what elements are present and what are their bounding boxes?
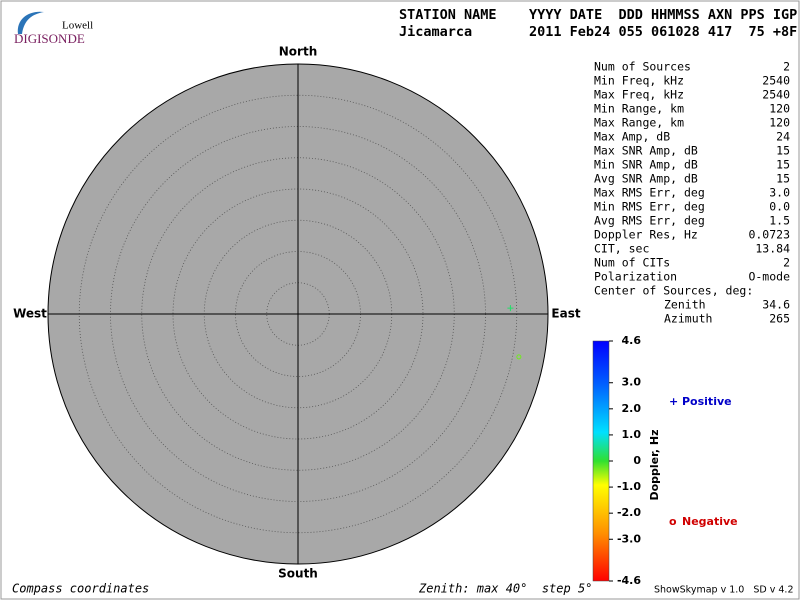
footer-left: Compass coordinates: [12, 582, 149, 596]
logo-bottom: DIGISONDE: [14, 31, 85, 46]
stat-value: 3.0: [769, 186, 790, 200]
stat-value: 120: [769, 116, 790, 130]
legend-label: Negative: [682, 515, 738, 528]
stat-value: 0.0: [769, 200, 790, 214]
direction-label: East: [551, 307, 580, 321]
direction-label: South: [278, 567, 318, 581]
colorbar-tick-label: 2.0: [622, 402, 642, 415]
colorbar-label: Doppler, Hz: [648, 429, 661, 500]
stat-value: 13.84: [755, 242, 790, 256]
stat-label: Min Freq, kHz: [594, 74, 684, 88]
stat-label: Max RMS Err, deg: [594, 186, 705, 200]
stat-value: 2: [783, 256, 790, 270]
stat-label: Max Range, km: [594, 116, 684, 130]
stat-value: 15: [776, 158, 790, 172]
stat-value: 0.0723: [748, 228, 790, 242]
source-point: [516, 354, 522, 360]
stat-label: Avg RMS Err, deg: [594, 214, 705, 228]
stat-value: 2540: [762, 74, 790, 88]
stat-label: Num of CITs: [594, 256, 670, 270]
logo-top: Lowell: [62, 20, 93, 32]
stat-value: 34.6: [762, 298, 790, 312]
stat-label: Num of Sources: [594, 60, 691, 74]
stat-value: O-mode: [748, 270, 790, 284]
footer-center: Zenith: max 40° step 5°: [418, 582, 592, 596]
stat-label: Center of Sources, deg:: [594, 284, 753, 298]
stat-label: Min SNR Amp, dB: [594, 158, 698, 172]
stat-label: Max Freq, kHz: [594, 88, 684, 102]
stat-label: Polarization: [594, 270, 677, 284]
footer-right: ShowSkymap v 1.0 SD v 4.2: [654, 585, 794, 596]
colorbar-tick-label: -2.0: [617, 506, 641, 519]
colorbar-tick-label: 0: [633, 454, 641, 467]
colorbar-tick-label: -4.6: [617, 574, 641, 587]
logo-swoosh: [17, 11, 44, 34]
stat-value: 120: [769, 102, 790, 116]
stat-label: Doppler Res, Hz: [594, 228, 698, 242]
stat-label: Min Range, km: [594, 102, 684, 116]
colorbar-tick-label: -1.0: [617, 480, 641, 493]
stat-value: 24: [776, 130, 790, 144]
source-point: [507, 305, 514, 312]
header-line: Jicamarca 2011 Feb24 055 061028 417 75 +…: [399, 24, 797, 40]
stat-value: 15: [776, 144, 790, 158]
legend-label: Positive: [682, 395, 732, 408]
colorbar-tick-label: -3.0: [617, 532, 641, 545]
direction-label: West: [13, 307, 47, 321]
stat-label: Azimuth: [664, 312, 712, 326]
header-line: STATION NAME YYYY DATE DDD HHMMSS AXN PP…: [399, 7, 797, 23]
stat-label: Max SNR Amp, dB: [594, 144, 698, 158]
colorbar-tick-label: 4.6: [622, 334, 642, 347]
colorbar-tick-label: 3.0: [622, 376, 642, 389]
stat-value: 265: [769, 312, 790, 326]
stat-label: Max Amp, dB: [594, 130, 670, 144]
stat-label: Zenith: [664, 298, 706, 312]
stat-value: 1.5: [769, 214, 790, 228]
stat-value: 2540: [762, 88, 790, 102]
stat-label: CIT, sec: [594, 242, 649, 256]
stat-value: 2: [783, 60, 790, 74]
legend-symbol: o: [669, 515, 677, 528]
colorbar: [592, 340, 610, 582]
direction-label: North: [279, 45, 317, 59]
colorbar-tick-label: 1.0: [622, 428, 642, 441]
stat-label: Min RMS Err, deg: [594, 200, 705, 214]
stat-label: Avg SNR Amp, dB: [594, 172, 698, 186]
legend-symbol: +: [669, 395, 678, 408]
stat-value: 15: [776, 172, 790, 186]
